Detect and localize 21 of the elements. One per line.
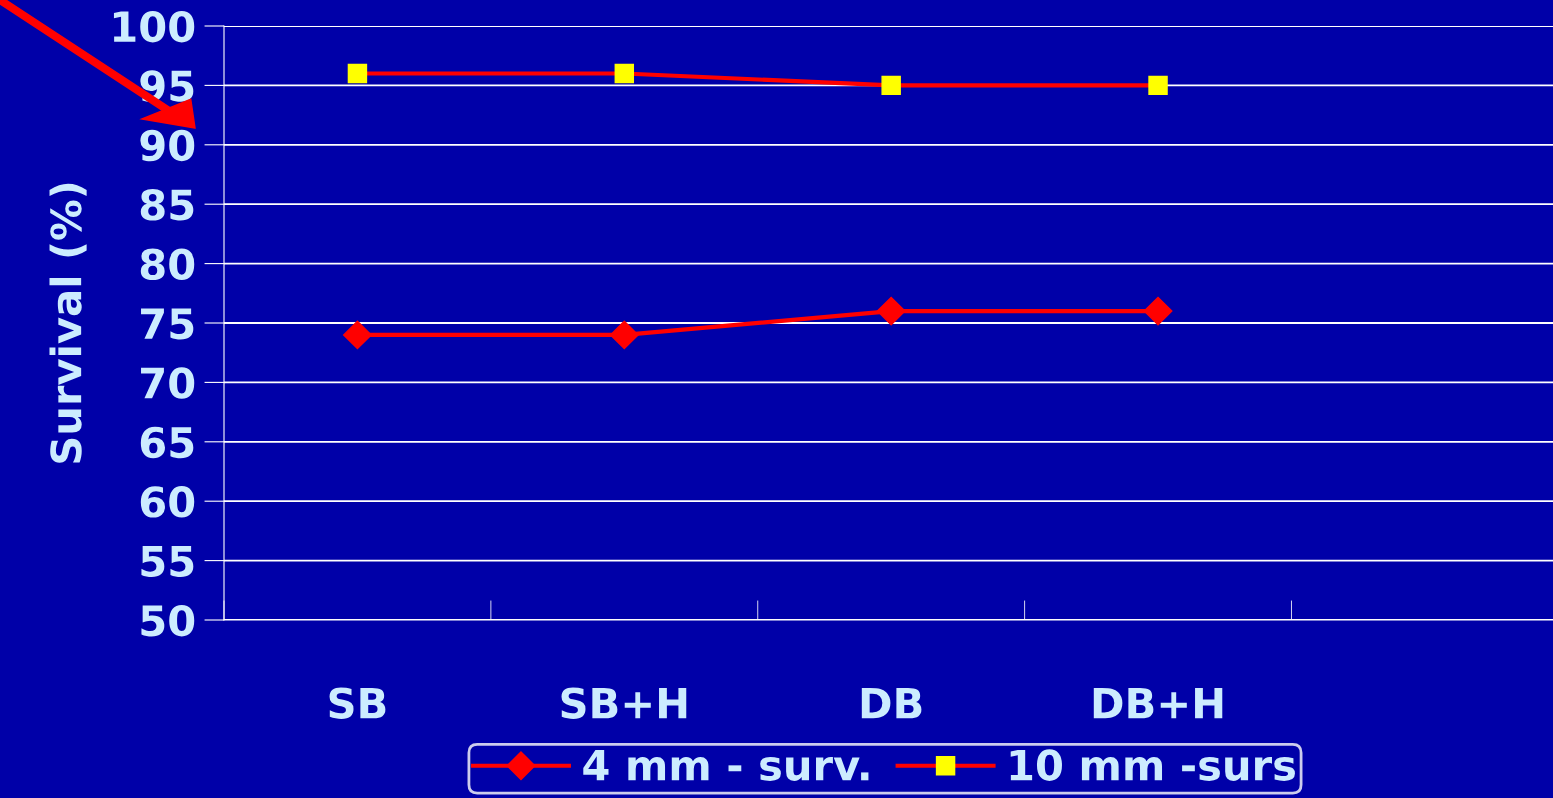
y-tick-label: 70 xyxy=(141,367,195,399)
y-tick-label: 55 xyxy=(141,546,194,578)
point xyxy=(876,296,906,326)
legend-label: 4 mm - surv. xyxy=(583,749,869,781)
legend-label: 10 mm -surs xyxy=(1010,749,1295,781)
y-tick-label: 90 xyxy=(140,129,195,162)
y-tick-label: 85 xyxy=(140,189,194,221)
y-tick-label: 80 xyxy=(140,248,195,281)
x-tick-label: SB+H xyxy=(561,687,687,719)
y-tick-label: 100 xyxy=(113,10,195,43)
y-tick-label: 65 xyxy=(140,426,194,459)
y-tick-label: 75 xyxy=(141,308,194,340)
x-tick-label: DB xyxy=(861,687,922,719)
point xyxy=(609,320,639,350)
x-tick-label: DB+H xyxy=(1093,687,1223,719)
y-axis-title: Survival (%) xyxy=(49,183,87,463)
y-tick-label: 50 xyxy=(141,604,195,637)
x-tick-label: SB xyxy=(329,687,386,719)
point xyxy=(342,320,372,350)
point xyxy=(1143,296,1173,326)
y-tick-label: 60 xyxy=(140,486,195,518)
